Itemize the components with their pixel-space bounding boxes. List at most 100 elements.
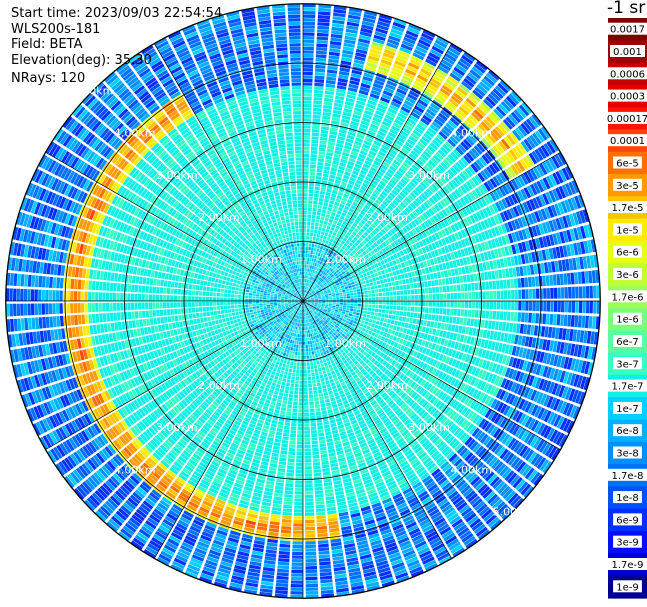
ray-gate — [471, 498, 483, 509]
ray-gate — [532, 288, 536, 299]
ray-gate — [506, 311, 511, 321]
ray-gate — [352, 323, 356, 327]
ray-gate — [303, 282, 305, 286]
ray-gate — [314, 278, 317, 282]
ray-gate — [363, 140, 372, 146]
ray-gate — [388, 221, 395, 228]
ray-gate — [404, 322, 409, 328]
ray-gate — [584, 361, 591, 375]
ray-gate — [315, 408, 321, 412]
ray-gate — [313, 294, 317, 297]
ray-gate — [400, 306, 404, 311]
ray-gate — [311, 243, 315, 248]
ray-gate — [312, 458, 320, 463]
ray-gate — [306, 326, 308, 331]
ray-gate — [354, 107, 364, 113]
ray-gate — [306, 333, 309, 338]
ray-gate — [409, 317, 414, 324]
ray-gate — [307, 291, 311, 295]
ray-gate — [427, 505, 438, 514]
ray-gate — [387, 181, 395, 189]
ray-gate — [450, 43, 463, 53]
ray-gate — [465, 152, 475, 162]
ray-gate — [382, 292, 386, 297]
ray-gate — [433, 321, 438, 329]
ray-gate — [515, 411, 524, 423]
ray-gate — [428, 350, 434, 357]
ray-gate — [324, 305, 329, 308]
ray-gate — [517, 384, 524, 396]
ray-gate — [374, 272, 379, 277]
ray-gate — [501, 198, 509, 209]
ray-gate — [310, 314, 314, 318]
ray-gate — [303, 114, 311, 118]
ray-gate — [334, 263, 339, 267]
ray-gate — [495, 143, 505, 154]
ray-gate — [400, 147, 410, 155]
ray-gate — [394, 408, 402, 415]
ray-gate — [314, 296, 318, 298]
ray-gate — [511, 424, 521, 436]
ray-gate — [538, 250, 544, 262]
ray-gate — [445, 509, 457, 519]
ray-gate — [488, 456, 498, 467]
ray-gate — [525, 348, 531, 360]
ray-gate — [333, 365, 338, 370]
ray-gate — [319, 261, 323, 265]
ray-gate — [440, 161, 449, 170]
ray-gate — [322, 276, 327, 280]
ray-gate — [489, 191, 497, 202]
ray-gate — [438, 428, 447, 437]
ray-gate — [417, 206, 425, 214]
ray-gate — [470, 92, 481, 103]
ray-gate — [316, 379, 321, 383]
ray-gate — [341, 333, 346, 337]
ray-gate — [464, 354, 471, 363]
ray-gate — [369, 93, 380, 100]
ray-gate — [455, 460, 466, 470]
ray-gate — [348, 242, 354, 247]
ray-gate — [577, 359, 584, 373]
ray-gate — [410, 132, 420, 141]
ray-gate — [311, 336, 314, 341]
ray-gate — [316, 511, 326, 516]
ray-gate — [312, 313, 315, 316]
ray-gate — [331, 290, 335, 293]
ray-gate — [322, 271, 326, 275]
ray-gate — [309, 272, 312, 276]
ray-gate — [530, 212, 538, 224]
ray-gate — [336, 139, 345, 145]
ray-gate — [364, 294, 368, 298]
ray-gate — [385, 273, 390, 278]
ray-gate — [514, 177, 523, 189]
ray-gate — [349, 388, 356, 394]
ray-gate — [348, 276, 353, 280]
ray-gate — [369, 315, 374, 319]
ray-gate — [332, 305, 336, 308]
ray-gate — [388, 426, 396, 433]
ray-gate — [401, 279, 406, 285]
ray-gate — [322, 299, 326, 301]
ray-gate — [341, 264, 345, 269]
ray-gate — [340, 339, 344, 344]
ray-gate — [318, 547, 330, 552]
ray-gate — [375, 27, 388, 35]
ray-gate — [488, 351, 494, 361]
ray-gate — [381, 392, 388, 398]
ray-gate — [351, 244, 357, 250]
ray-gate — [390, 445, 399, 453]
ray-gate — [450, 233, 457, 242]
ray-gate — [371, 381, 378, 387]
ray-gate — [354, 377, 361, 382]
ray-gate — [438, 211, 446, 219]
ray-gate — [320, 257, 325, 262]
ray-gate — [318, 345, 322, 350]
ray-gate — [346, 94, 356, 100]
ray-gate — [324, 283, 328, 287]
ray-gate — [374, 435, 382, 441]
ray-gate — [410, 55, 423, 64]
ray-gate — [346, 303, 351, 306]
ray-gate — [303, 296, 305, 300]
ray-gate — [441, 173, 450, 183]
ray-gate — [413, 330, 418, 337]
